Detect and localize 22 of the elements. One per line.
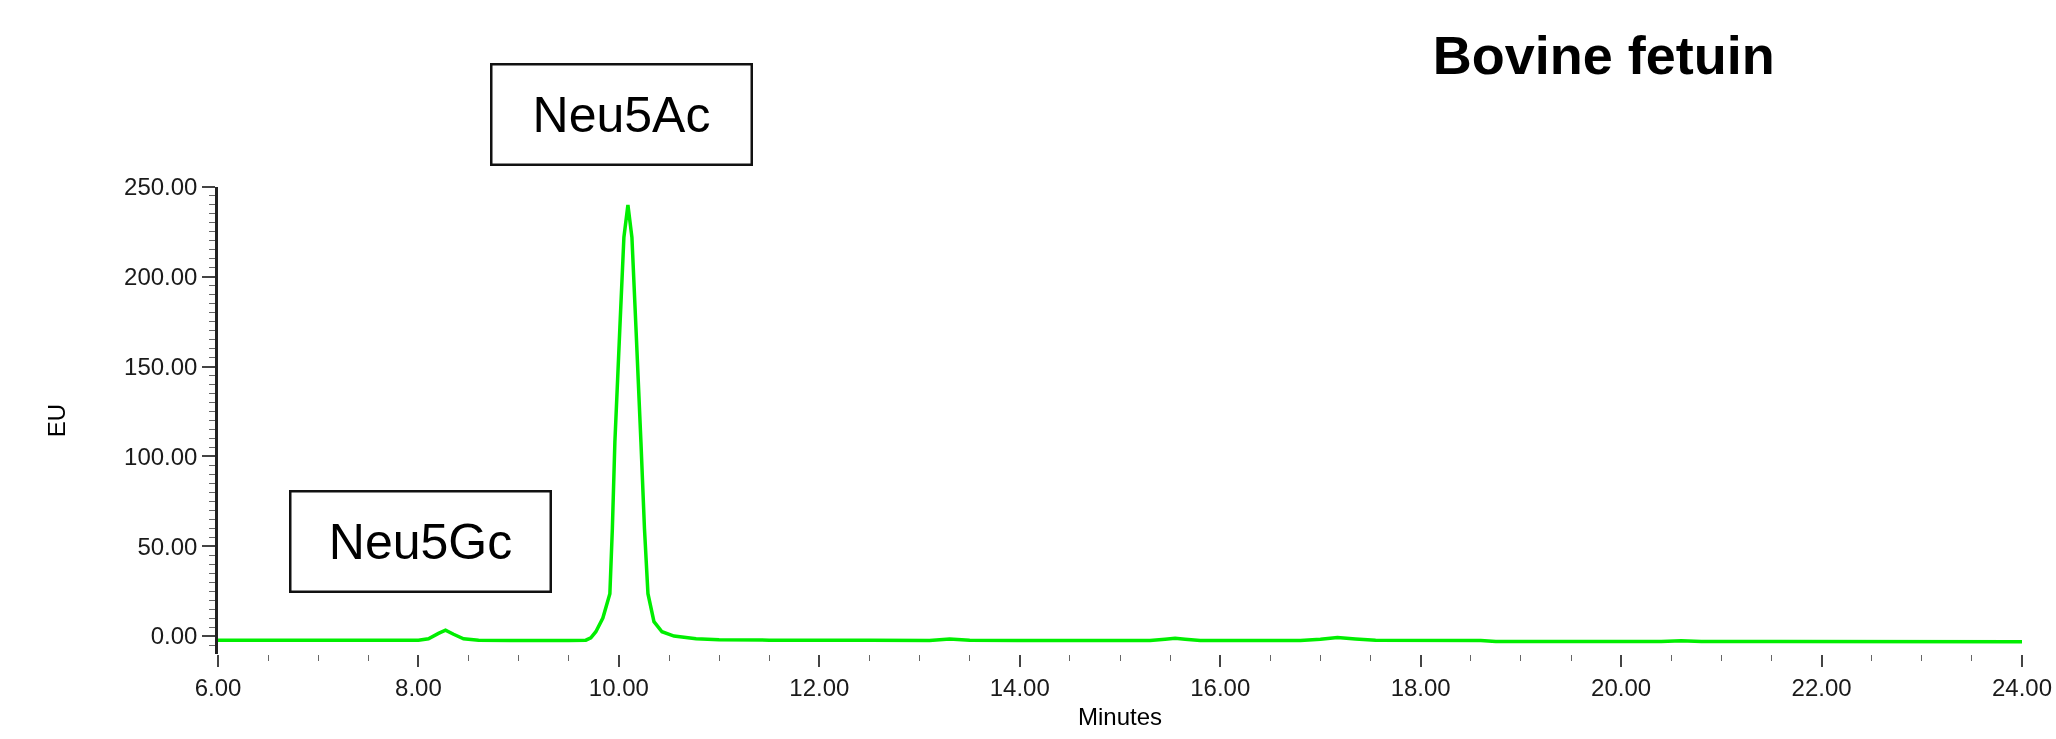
y-tick-label: 50.00	[137, 532, 198, 560]
x-tick-label: 10.00	[588, 673, 649, 701]
y-axis-title: EU	[43, 403, 71, 438]
x-tick-label: 16.00	[1190, 673, 1251, 701]
x-tick-label: 14.00	[989, 673, 1050, 701]
x-tick-label: 6.00	[194, 673, 242, 701]
line-series	[218, 203, 2022, 644]
x-tick-label: 18.00	[1390, 673, 1451, 701]
x-axis-title: Minutes	[1077, 703, 1163, 731]
y-tick-label: 250.00	[124, 173, 198, 201]
x-tick-label: 8.00	[395, 673, 442, 701]
x-tick-label: 24.00	[1991, 673, 2053, 701]
y-tick-label: 200.00	[124, 263, 198, 291]
y-tick-label: 150.00	[124, 353, 198, 381]
annotation: Neu5Ac	[532, 86, 711, 143]
x-tick-label: 22.00	[1791, 673, 1852, 701]
y-tick-label: 0.00	[150, 622, 198, 650]
x-tick-label: 12.00	[789, 673, 850, 701]
x-tick-label: 20.00	[1591, 673, 1652, 701]
chart-title: Bovine fetuin	[1432, 24, 1775, 85]
y-tick-label: 100.00	[124, 442, 198, 470]
annotation: Neu5Gc	[328, 513, 513, 570]
